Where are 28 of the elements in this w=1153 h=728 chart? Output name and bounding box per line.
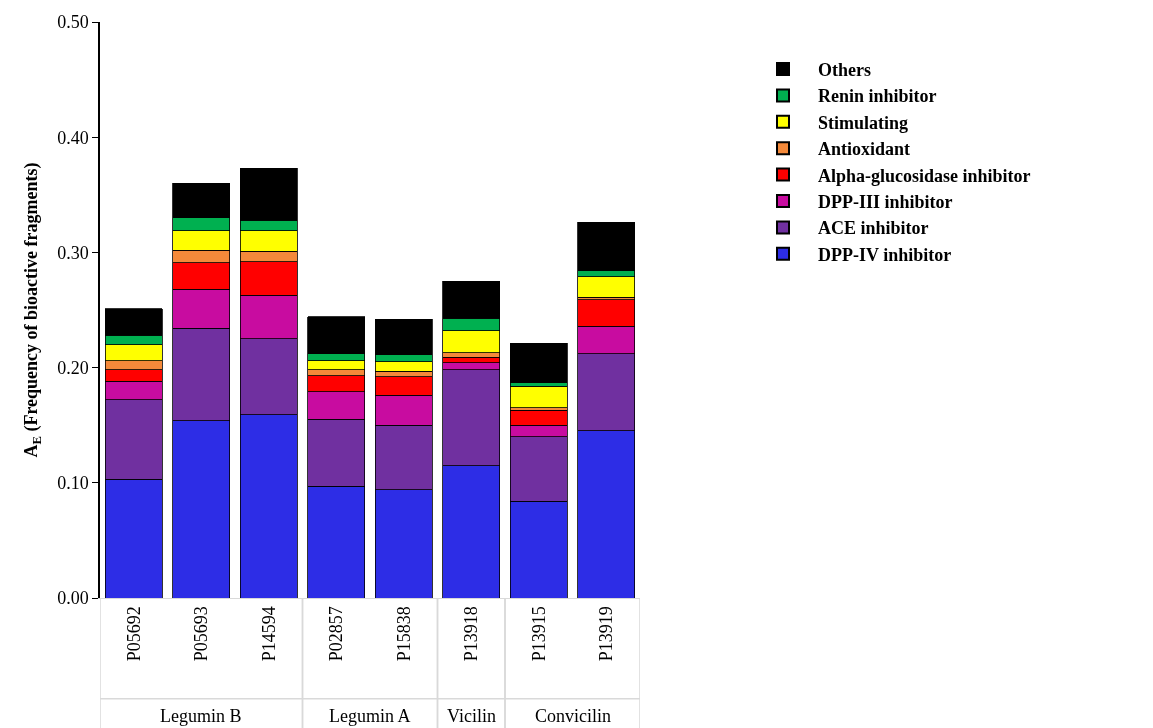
y-tick-label: 0.00	[57, 588, 89, 609]
y-tick-label: 0.20	[57, 357, 89, 378]
legend-label: Antioxidant	[818, 139, 911, 160]
y-tick-label: 0.30	[57, 242, 89, 263]
text: Legumin B	[160, 706, 242, 726]
y-tick-label: 0.10	[57, 473, 89, 494]
text: Convicilin	[535, 706, 611, 726]
text: Legumin A	[329, 706, 411, 726]
x-tick-label: P14594	[258, 606, 279, 662]
legend-label: DPP-III inhibitor	[818, 192, 953, 213]
bar	[509, 385, 568, 409]
x-tick-label: P13918	[461, 606, 482, 662]
y-tick-label: 0.40	[57, 127, 89, 148]
legend-label: Renin inhibitor	[818, 86, 937, 107]
legend-label: Alpha-glucosidase inhibitor	[818, 165, 1031, 186]
legend-label: ACE inhibitor	[818, 218, 929, 239]
y-tick-label: 0.50	[57, 12, 89, 33]
x-tick-label: P02857	[326, 606, 347, 662]
text: Vicilin	[447, 706, 496, 726]
x-tick-label: P05692	[123, 606, 144, 662]
legend-label: Others	[818, 60, 871, 81]
x-tick-label: P13919	[596, 606, 617, 662]
legend-label: Stimulating	[818, 112, 909, 133]
x-tick-label: P15838	[393, 606, 414, 662]
x-tick-label: P05693	[191, 606, 212, 662]
legend-label: DPP-IV inhibitor	[818, 244, 952, 265]
bar	[509, 343, 568, 383]
x-tick-label: P13915	[528, 606, 549, 662]
